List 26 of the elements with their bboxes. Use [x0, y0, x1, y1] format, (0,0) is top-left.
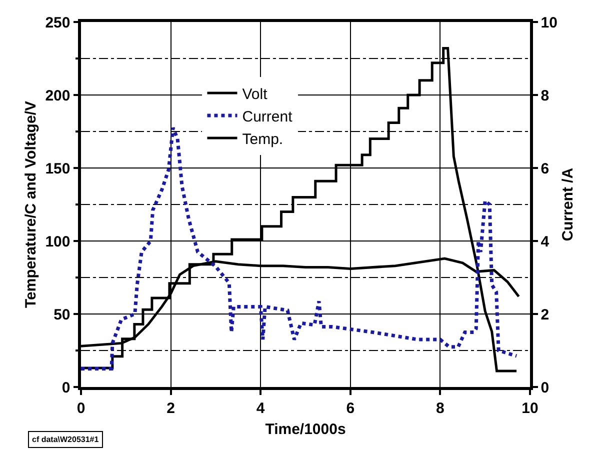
legend-label: Temp.: [242, 130, 284, 148]
x-tick-label: 0: [76, 400, 86, 417]
x-tick-label: 6: [346, 400, 355, 417]
y2-axis-title: Current /A: [559, 168, 576, 242]
y2-tick-label: 4: [540, 233, 550, 250]
y2-tick-label: 6: [540, 160, 550, 178]
x-tick-label: 2: [166, 400, 175, 417]
y-axis-title: Temperature/C and Voltage/V: [22, 101, 40, 308]
y2-tick-label: 2: [540, 306, 550, 324]
y2-tick-label: 10: [540, 14, 558, 32]
y-tick-label: 150: [45, 160, 70, 178]
y2-tick-label: 8: [540, 87, 550, 104]
y2-tick-label: 0: [540, 379, 550, 396]
y-tick-label: 0: [62, 379, 70, 396]
text: cf data\W20531#1: [32, 435, 100, 444]
legend-label: Current: [242, 108, 294, 126]
legend-label: Volt: [242, 86, 268, 103]
y-tick-label: 50: [54, 306, 70, 324]
x-tick-label: 10: [522, 400, 538, 417]
y-tick-label: 100: [45, 233, 70, 250]
y-tick-label: 200: [45, 87, 70, 104]
line-series: [81, 126, 518, 370]
y-tick-label: 250: [45, 14, 70, 32]
x-tick-label: 8: [436, 400, 444, 417]
x-axis-title: Time/1000s: [265, 420, 346, 438]
x-tick-label: 4: [256, 400, 266, 417]
